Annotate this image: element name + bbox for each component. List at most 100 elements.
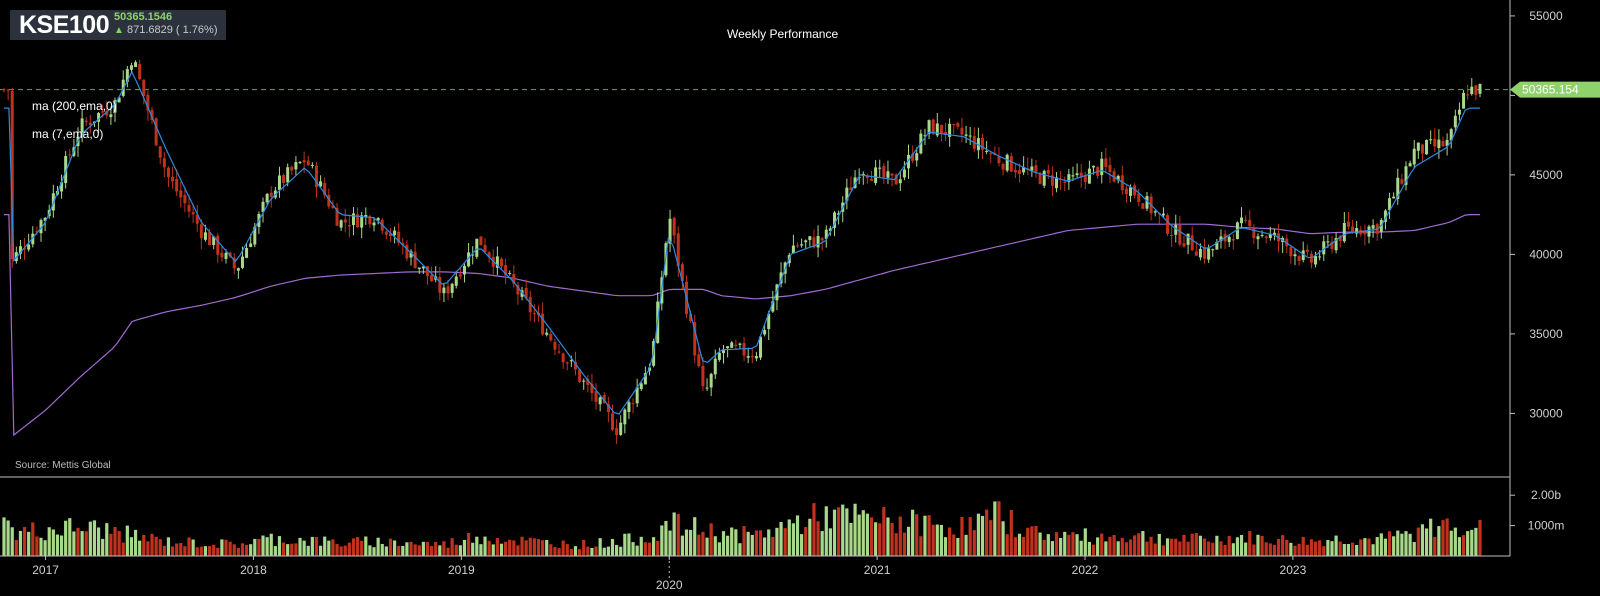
candle	[915, 147, 919, 167]
volume-bar	[212, 544, 216, 556]
volume-bar	[734, 529, 738, 556]
volume-bar	[224, 539, 228, 556]
volume-bar	[101, 538, 105, 556]
volume-bar	[1170, 538, 1174, 556]
volume-bar	[421, 541, 425, 556]
candle	[1305, 244, 1309, 257]
ticker-box: KSE100 50365.1546 ▲ 871.6829 ( 1.76%)	[10, 10, 226, 40]
volume-bar	[935, 524, 939, 556]
volume-bar	[911, 509, 915, 556]
candle	[10, 87, 14, 268]
volume-bar	[203, 546, 208, 556]
candle	[586, 374, 590, 393]
candle	[1408, 160, 1412, 167]
volume-bar	[1466, 531, 1470, 556]
candle	[717, 347, 721, 362]
candle	[277, 166, 281, 198]
candle	[282, 173, 286, 191]
y-tick-label: 40000	[1529, 247, 1563, 261]
candle	[397, 223, 401, 246]
volume-bar	[154, 536, 158, 556]
candle	[619, 415, 623, 436]
volume-bar	[775, 527, 779, 556]
volume-bar	[672, 512, 676, 556]
volume-bar	[355, 537, 360, 556]
volume-bar	[615, 544, 619, 556]
volume-bar	[216, 547, 220, 556]
volume-bar	[561, 540, 565, 556]
candle	[220, 246, 224, 262]
volume-bar	[1211, 542, 1215, 556]
volume-bar	[1313, 541, 1318, 556]
volume-bar	[750, 534, 754, 556]
candle	[1281, 236, 1285, 254]
candle	[985, 140, 989, 155]
volume-bar	[1174, 538, 1178, 556]
volume-bar	[1281, 535, 1285, 556]
candle	[183, 187, 187, 213]
candle	[1453, 109, 1457, 134]
candle	[1079, 163, 1083, 188]
volume-bar	[569, 548, 573, 556]
legend-ma-7[interactable]: ma (7,ema,0)	[32, 127, 104, 141]
candle	[43, 216, 47, 232]
x-tick-label: 2023	[1280, 563, 1307, 577]
source-note: Source: Mettis Global	[15, 460, 111, 471]
volume-bar	[232, 544, 236, 556]
candle	[565, 361, 569, 371]
volume-bar	[1322, 546, 1326, 556]
volume-bar	[183, 546, 187, 556]
volume-bar	[1326, 539, 1330, 556]
volume-bar	[1404, 531, 1408, 556]
candle	[734, 339, 738, 350]
candle	[1005, 153, 1009, 173]
candle	[458, 267, 462, 280]
candle	[504, 258, 508, 285]
volume-bar	[590, 547, 594, 556]
y-tick-label: 30000	[1529, 406, 1563, 420]
volume-bar	[1453, 527, 1457, 556]
candle	[323, 177, 327, 199]
volume-bar	[1272, 544, 1277, 556]
candle	[388, 228, 392, 242]
ma-7-line	[4, 70, 1480, 415]
volume-bar	[466, 533, 471, 556]
candle	[1153, 210, 1157, 217]
last-price-label: 50365.154	[1522, 83, 1579, 97]
volume-bar	[528, 537, 532, 556]
candle	[298, 161, 302, 165]
candle	[179, 181, 183, 208]
candle	[1223, 230, 1227, 250]
candle	[672, 216, 676, 244]
ticker-change-value: 871.6829 ( 1.76%)	[126, 24, 218, 36]
volume-bar	[1363, 538, 1367, 556]
volume-bar	[931, 524, 935, 556]
volume-bar	[158, 539, 162, 556]
legend-ma-200[interactable]: ma (200,ema,0)	[32, 99, 117, 113]
candle	[1425, 139, 1429, 155]
volume-bar	[865, 513, 869, 556]
candle	[1227, 235, 1231, 247]
candle	[524, 279, 528, 301]
volume-bar	[499, 543, 504, 556]
candle	[1367, 224, 1371, 244]
volume-bar	[964, 534, 968, 556]
volume-bar	[483, 536, 487, 556]
candle	[450, 282, 454, 298]
volume-bar	[92, 520, 97, 556]
volume-bar	[882, 507, 886, 556]
volume-bar	[1334, 535, 1338, 556]
candle	[902, 161, 906, 181]
candle	[680, 262, 684, 290]
volume-bar	[64, 520, 68, 556]
candle	[495, 246, 499, 276]
volume-bar	[438, 545, 442, 556]
volume-bar	[294, 543, 298, 556]
volume-bar	[586, 546, 590, 556]
candle	[1075, 163, 1079, 178]
volume-bar	[906, 526, 911, 556]
candle	[339, 219, 343, 232]
volume-bar	[269, 533, 273, 556]
candle	[1170, 224, 1174, 247]
